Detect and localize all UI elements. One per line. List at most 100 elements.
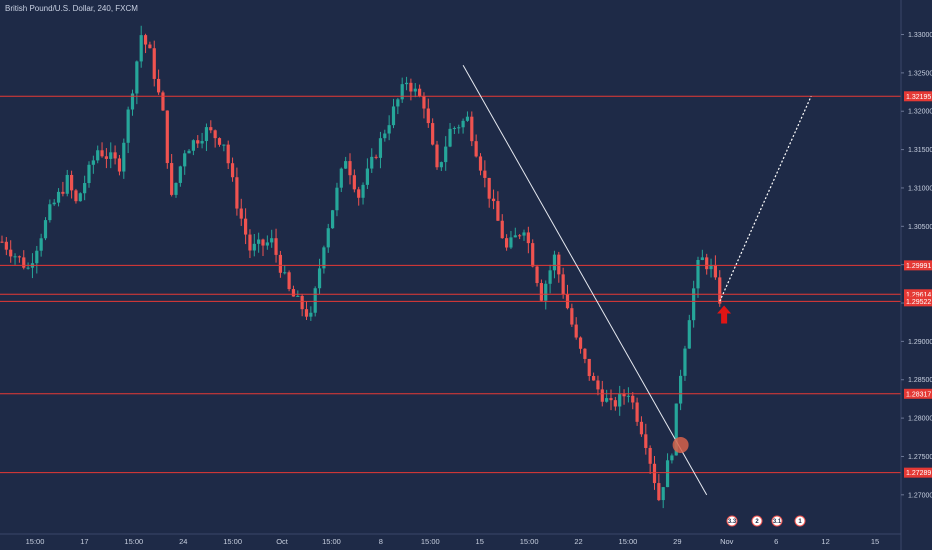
candle-body: [122, 142, 126, 172]
candle-body: [457, 127, 461, 129]
price-tick-label: 1.27000: [908, 492, 932, 499]
candle-body: [235, 177, 239, 209]
candle-body: [304, 309, 309, 317]
time-tick-label: Oct: [276, 537, 289, 546]
candle-body: [52, 202, 56, 205]
candle-body: [191, 140, 195, 151]
time-tick-label: 15:00: [26, 537, 45, 546]
time-tick-label: 15:00: [223, 537, 242, 546]
event-badge: [794, 515, 806, 527]
candle-body: [65, 174, 69, 194]
candle-body: [317, 268, 322, 289]
candle-body: [539, 283, 543, 301]
candle-body: [335, 187, 339, 211]
candle-body: [496, 201, 500, 221]
candle-body: [83, 183, 87, 194]
time-axis[interactable]: 15:00 17 15:00 24 15:00 Oct 15:00 8 15:00 15 15:00…: [0, 533, 901, 546]
price-tick-label: 1.27500: [908, 454, 932, 461]
level-price-tag: [904, 91, 932, 102]
candle-body: [109, 152, 113, 159]
candle-body: [687, 320, 691, 349]
candle-body: [500, 220, 504, 239]
price-axis[interactable]: 1.33000 1.32500 1.32000 1.31500 1.31000 1.305…: [900, 0, 932, 550]
candle-body: [278, 254, 282, 273]
candle-body: [626, 395, 630, 397]
candle-body: [261, 239, 265, 246]
candle-body: [331, 210, 335, 229]
candle-body: [352, 175, 356, 190]
candle-body: [78, 193, 82, 202]
candle-body: [404, 82, 409, 85]
candle-body: [200, 141, 204, 144]
candle-body: [470, 116, 474, 142]
price-tick-label: 1.32500: [908, 70, 932, 77]
candle-body: [296, 295, 300, 297]
candle-body: [348, 161, 352, 176]
candle-body: [13, 256, 17, 258]
candle-body: [344, 161, 348, 169]
event-badge: [726, 515, 738, 527]
candle-body: [622, 393, 626, 397]
event-badge-label: 3.3: [728, 519, 737, 525]
time-tick-label: 8: [379, 537, 383, 546]
time-tick-label: 6: [774, 537, 778, 546]
candle-body: [361, 184, 365, 198]
candle-body: [374, 156, 378, 158]
trendline: [462, 64, 708, 496]
time-tick-label: 15: [476, 537, 484, 546]
candle-body: [422, 96, 426, 109]
level-price-label: 1.32195: [906, 94, 931, 101]
candle-body: [265, 242, 269, 246]
candle-body: [148, 44, 152, 49]
candle-body: [248, 234, 252, 251]
candle-body: [700, 257, 704, 261]
time-tick-label: 22: [574, 537, 582, 546]
candle-body: [309, 312, 313, 317]
candle-body: [431, 123, 435, 145]
candle-body: [592, 376, 596, 381]
candle-body: [448, 128, 452, 147]
candle-body: [143, 35, 148, 45]
highlight-circle: [672, 436, 689, 453]
candle-body: [165, 110, 169, 164]
candle-body: [170, 163, 174, 195]
candle-body: [618, 393, 622, 407]
time-tick-label: 24: [179, 537, 187, 546]
candle-body: [287, 272, 291, 290]
candle-body: [644, 434, 648, 448]
candle-body: [426, 108, 430, 124]
level-price-tag: [904, 296, 932, 307]
price-tick-label: 1.28000: [908, 416, 932, 423]
candle-body: [513, 235, 517, 238]
event-badge: [751, 515, 763, 527]
candle-body: [378, 138, 383, 158]
candle-body: [487, 177, 491, 199]
candle-body: [161, 92, 165, 111]
candle-body: [300, 295, 304, 310]
event-badge-label: 1: [798, 519, 802, 525]
candle-body: [9, 249, 13, 257]
candle-body: [578, 337, 583, 349]
price-tick-label: 1.28500: [908, 377, 932, 384]
candle-body: [483, 170, 487, 178]
price-tick-label: 1.29000: [908, 339, 932, 346]
candle-body: [535, 266, 539, 284]
candle-body: [117, 158, 122, 172]
candle-body: [552, 254, 557, 271]
time-tick-label: 15:00: [619, 537, 638, 546]
candle-body: [696, 260, 700, 289]
candle-body: [322, 247, 326, 269]
candle-body: [183, 153, 187, 167]
drawings-group: [462, 64, 812, 496]
candle-body: [209, 127, 213, 131]
level-price-tag: [904, 260, 932, 271]
candle-body: [174, 182, 178, 195]
candle-body: [665, 460, 670, 488]
candle-body: [222, 144, 226, 146]
candle-body: [544, 283, 548, 301]
candle-body: [709, 264, 713, 270]
candle-body: [657, 483, 661, 501]
candle-body: [413, 88, 417, 92]
